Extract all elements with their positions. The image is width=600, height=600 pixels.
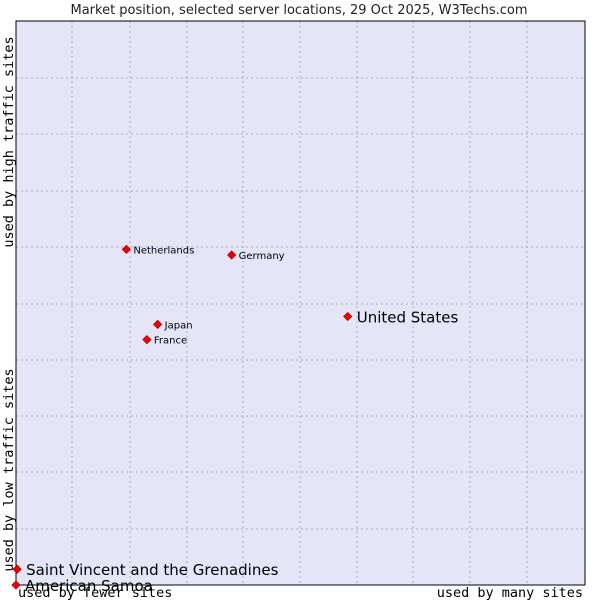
point-label: Japan xyxy=(164,320,193,331)
point-label: United States xyxy=(357,309,459,327)
data-point-france: France xyxy=(142,335,187,347)
point-marker xyxy=(11,580,21,590)
point-marker xyxy=(343,311,353,322)
data-points: United States Germany Netherlands Japan Fran… xyxy=(11,244,459,595)
data-point-american-samoa: American Samoa xyxy=(11,577,153,595)
point-marker xyxy=(142,335,152,345)
point-label: Netherlands xyxy=(133,245,194,256)
point-label: Saint Vincent and the Grenadines xyxy=(26,561,278,579)
y-axis-label-top: used by high traffic sites xyxy=(1,36,17,247)
x-axis-label-left: used by fewer sites xyxy=(18,585,172,600)
plot-frame xyxy=(15,20,586,586)
data-point-japan: Japan xyxy=(153,319,193,331)
point-label: American Samoa xyxy=(25,577,153,595)
point-marker xyxy=(153,319,163,330)
grid-lines xyxy=(16,21,585,585)
point-marker xyxy=(12,564,22,574)
point-label: Germany xyxy=(239,251,285,262)
point-marker xyxy=(121,244,132,255)
chart-title: Market position, selected server locatio… xyxy=(70,3,527,18)
y-axis-label-bottom: used by low traffic sites xyxy=(1,368,17,571)
data-point-germany: Germany xyxy=(227,250,285,262)
plot-background xyxy=(16,21,585,585)
x-axis-label-right: used by many sites xyxy=(437,585,583,600)
data-point-united-states: United States xyxy=(343,309,459,327)
point-marker xyxy=(227,250,237,260)
point-label: France xyxy=(154,336,187,347)
data-point-saint-vincent-and-the-grenadines: Saint Vincent and the Grenadines xyxy=(12,561,279,579)
data-point-netherlands: Netherlands xyxy=(121,244,194,256)
